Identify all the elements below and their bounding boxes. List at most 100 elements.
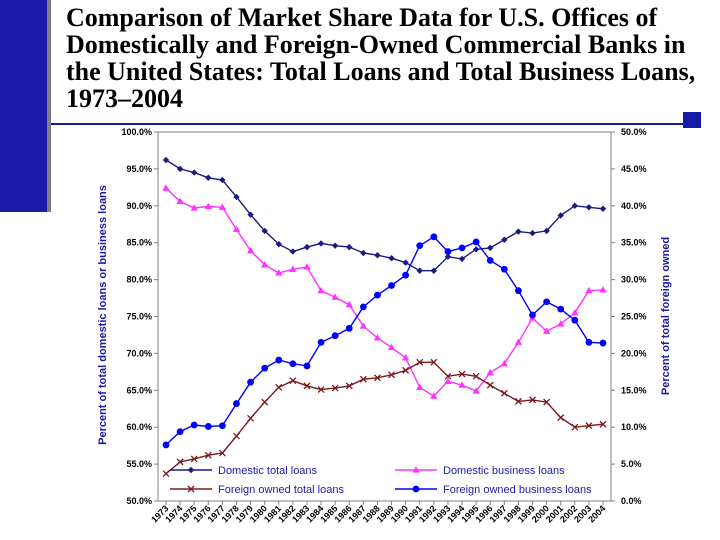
data-point: [557, 305, 565, 313]
data-point: [218, 422, 226, 430]
data-point: [204, 202, 212, 210]
legend-item: Domestic total loans: [170, 465, 318, 477]
data-point: [430, 358, 438, 366]
right-y-tick-label: 35.0%: [621, 238, 647, 248]
chart-series: [162, 156, 607, 478]
data-point: [458, 255, 466, 263]
left-y-tick-label: 85.0%: [126, 238, 152, 248]
left-y-tick-label: 90.0%: [126, 201, 152, 211]
data-point: [345, 300, 353, 308]
data-point: [190, 204, 198, 211]
data-point: [233, 193, 240, 201]
right-y-tick-label: 25.0%: [621, 312, 647, 322]
data-point: [303, 362, 311, 370]
right-y-tick-label: 0.0%: [621, 496, 642, 506]
data-point: [585, 204, 593, 211]
data-point: [345, 382, 353, 390]
left-y-tick-label: 100.0%: [121, 127, 152, 137]
data-point: [331, 293, 339, 300]
data-point: [247, 414, 255, 422]
data-point: [599, 286, 607, 293]
right-y-tick-label: 20.0%: [621, 348, 647, 358]
data-point: [402, 271, 410, 279]
data-point: [190, 421, 198, 429]
left-y-tick-label: 75.0%: [126, 312, 152, 322]
data-point: [543, 227, 550, 235]
data-point: [472, 387, 480, 394]
legend-label: Foreign owned total loans: [218, 484, 344, 496]
data-point: [205, 174, 212, 181]
data-point: [487, 244, 494, 252]
data-point: [444, 248, 452, 255]
data-point: [472, 246, 480, 253]
left-y-tick-label: 70.0%: [126, 348, 152, 358]
data-point: [430, 392, 438, 399]
data-point: [289, 377, 297, 385]
data-point: [331, 332, 339, 340]
data-point: [190, 455, 198, 463]
right-y-tick-label: 10.0%: [621, 422, 647, 432]
data-point: [233, 432, 240, 440]
data-point: [402, 259, 409, 266]
data-point: [232, 225, 241, 233]
data-point: [162, 156, 170, 164]
data-point: [275, 383, 283, 391]
data-point: [599, 339, 607, 347]
title-underline: [51, 123, 701, 125]
data-point: [204, 451, 212, 459]
data-point: [543, 298, 551, 306]
data-point: [303, 263, 311, 270]
data-point: [500, 359, 508, 367]
data-point: [444, 372, 452, 380]
data-point: [176, 458, 184, 466]
data-point: [416, 383, 424, 390]
data-point: [458, 244, 466, 252]
data-point: [373, 334, 382, 341]
series-domestic-total-loans: [162, 156, 607, 274]
series-foreign-owned-business-loans: [162, 233, 607, 449]
plot-area-border: [157, 131, 612, 502]
data-point: [176, 428, 184, 436]
data-point: [247, 378, 254, 386]
data-point: [246, 247, 255, 254]
data-point: [190, 169, 198, 176]
data-point: [472, 238, 480, 246]
data-point: [416, 242, 424, 250]
data-point: [543, 398, 551, 406]
data-point: [501, 236, 508, 243]
data-point: [402, 354, 410, 361]
data-point: [486, 368, 494, 376]
x-tick-labels: 1973197419751976197719781979198019811982…: [149, 503, 607, 524]
data-point: [557, 414, 565, 422]
data-point: [416, 267, 423, 274]
data-point: [444, 253, 452, 260]
corner-accent-box: [683, 112, 701, 128]
data-point: [261, 398, 269, 406]
data-point: [543, 327, 551, 334]
data-point: [317, 286, 325, 294]
data-point: [557, 320, 565, 327]
data-point: [247, 211, 254, 218]
legend-marker: [187, 485, 195, 493]
data-point: [176, 165, 184, 173]
data-point: [346, 243, 353, 251]
slide-accent-bar: [0, 0, 47, 212]
right-y-tick-label: 5.0%: [621, 459, 642, 469]
data-point: [571, 202, 579, 209]
left-y-tick-label: 80.0%: [126, 275, 152, 285]
data-point: [317, 338, 325, 346]
slide-accent-bar-shadow: [47, 0, 51, 212]
data-point: [176, 197, 184, 204]
left-y-tick-label: 55.0%: [126, 459, 152, 469]
right-y-tick-label: 50.0%: [621, 127, 647, 137]
right-y-axis-label: Percent of total foreign owned: [660, 237, 672, 395]
series-line: [165, 159, 604, 272]
data-point: [529, 229, 536, 237]
data-point: [360, 249, 367, 257]
data-point: [162, 184, 170, 191]
right-y-tick-label: 40.0%: [621, 201, 647, 211]
data-point: [275, 240, 282, 248]
left-y-tick-label: 95.0%: [126, 164, 152, 174]
data-point: [289, 360, 297, 368]
